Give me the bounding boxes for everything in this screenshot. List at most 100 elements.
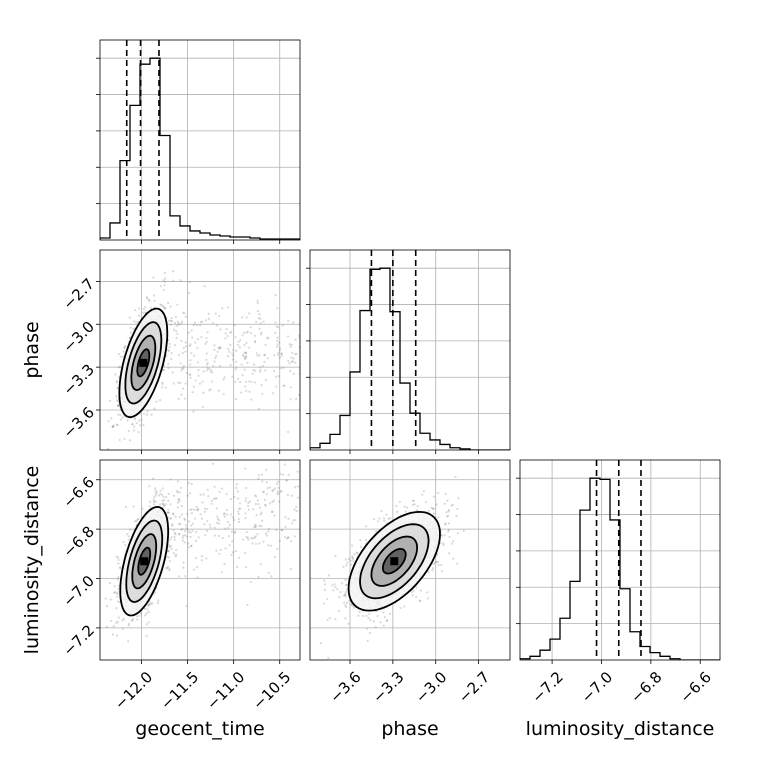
scatter-point xyxy=(229,513,233,516)
scatter-point xyxy=(211,380,214,383)
scatter-point xyxy=(237,377,240,380)
scatter-point xyxy=(162,495,165,499)
scatter-point xyxy=(259,513,262,516)
scatter-point xyxy=(219,346,222,349)
scatter-point xyxy=(113,591,117,594)
scatter-point xyxy=(180,513,184,516)
scatter-point xyxy=(272,489,275,492)
scatter-point xyxy=(214,497,217,500)
scatter-point xyxy=(254,339,257,343)
scatter-point xyxy=(263,503,267,507)
scatter-point xyxy=(442,543,445,546)
scatter-point xyxy=(136,518,139,521)
scatter-point xyxy=(176,320,179,323)
panel-luminosity_distance-vs-phase: −3.6 −3.3 −3.0 −2.7 phase xyxy=(309,459,511,740)
scatter-point xyxy=(189,343,192,346)
scatter-point xyxy=(172,513,175,516)
scatter-point xyxy=(238,507,241,510)
panel-frame xyxy=(99,249,301,451)
scatter-point xyxy=(232,354,235,357)
scatter-point xyxy=(238,556,241,559)
scatter-point xyxy=(172,328,175,331)
scatter-point xyxy=(181,539,184,542)
panel-frame xyxy=(309,249,511,451)
scatter-point xyxy=(231,540,234,543)
scatter-point xyxy=(122,355,125,358)
scatter-point xyxy=(284,516,287,519)
x-tick-label: −11.0 xyxy=(203,668,248,713)
scatter-point xyxy=(313,502,315,504)
scatter-point xyxy=(277,351,280,354)
scatter-point xyxy=(188,520,191,523)
scatter-point xyxy=(128,316,131,319)
scatter-point xyxy=(196,347,199,350)
scatter-point xyxy=(140,418,143,421)
scatter-point xyxy=(344,605,348,608)
scatter-point xyxy=(176,480,180,483)
scatter-point xyxy=(178,515,181,518)
scatter-point xyxy=(171,270,175,273)
scatter-point xyxy=(206,363,209,366)
scatter-point xyxy=(200,517,204,520)
scatter-point xyxy=(185,527,188,530)
scatter-point xyxy=(168,545,171,548)
scatter-point xyxy=(133,418,137,421)
contour-line xyxy=(130,334,157,391)
scatter-point xyxy=(160,493,164,497)
scatter-point xyxy=(286,335,290,338)
scatter-point xyxy=(195,505,198,508)
scatter-point xyxy=(196,576,199,579)
scatter-point xyxy=(159,303,162,306)
scatter-point xyxy=(266,357,270,360)
scatter-point xyxy=(260,524,263,528)
scatter-point xyxy=(113,591,116,594)
scatter-point xyxy=(154,487,157,490)
scatter-point xyxy=(181,387,185,390)
scatter-point xyxy=(443,534,446,537)
scatter-point xyxy=(389,517,392,520)
scatter-point xyxy=(133,417,136,420)
scatter-point xyxy=(259,322,262,325)
scatter-point xyxy=(235,565,239,568)
scatter-point xyxy=(209,388,212,391)
scatter-point xyxy=(172,279,175,282)
scatter-point xyxy=(189,376,192,379)
scatter-point xyxy=(154,591,157,594)
scatter-point xyxy=(278,341,281,344)
scatter-point xyxy=(168,319,171,322)
scatter-point xyxy=(186,512,189,516)
scatter-point xyxy=(115,395,118,398)
histogram-geocent_time xyxy=(100,57,300,240)
scatter-point xyxy=(443,502,446,505)
scatter-point xyxy=(253,536,256,539)
scatter-point xyxy=(313,513,315,515)
scatter-point xyxy=(148,500,152,503)
scatter-point xyxy=(232,455,234,457)
scatter-point xyxy=(204,534,207,537)
scatter-point xyxy=(181,527,184,530)
scatter-point xyxy=(289,398,292,401)
scatter-point xyxy=(182,561,185,564)
scatter-point xyxy=(168,559,172,563)
scatter-point xyxy=(182,566,185,569)
scatter-point xyxy=(435,560,438,564)
scatter-point xyxy=(197,507,200,511)
scatter-point xyxy=(202,405,205,408)
scatter-point xyxy=(295,510,298,513)
scatter-point xyxy=(262,320,265,323)
scatter-point xyxy=(144,614,147,617)
scatter-point xyxy=(271,500,274,504)
scatter-point xyxy=(270,510,273,513)
scatter-point xyxy=(323,579,326,582)
scatter-point xyxy=(165,566,168,570)
scatter-point xyxy=(223,562,226,566)
scatter-point xyxy=(215,497,218,500)
scatter-point xyxy=(191,391,194,394)
scatter-point xyxy=(290,494,294,497)
scatter-point xyxy=(108,581,111,585)
scatter-point xyxy=(276,547,279,550)
scatter-point xyxy=(175,324,178,328)
scatter-point xyxy=(181,351,184,355)
scatter-point xyxy=(432,507,435,510)
scatter-point xyxy=(366,639,369,643)
